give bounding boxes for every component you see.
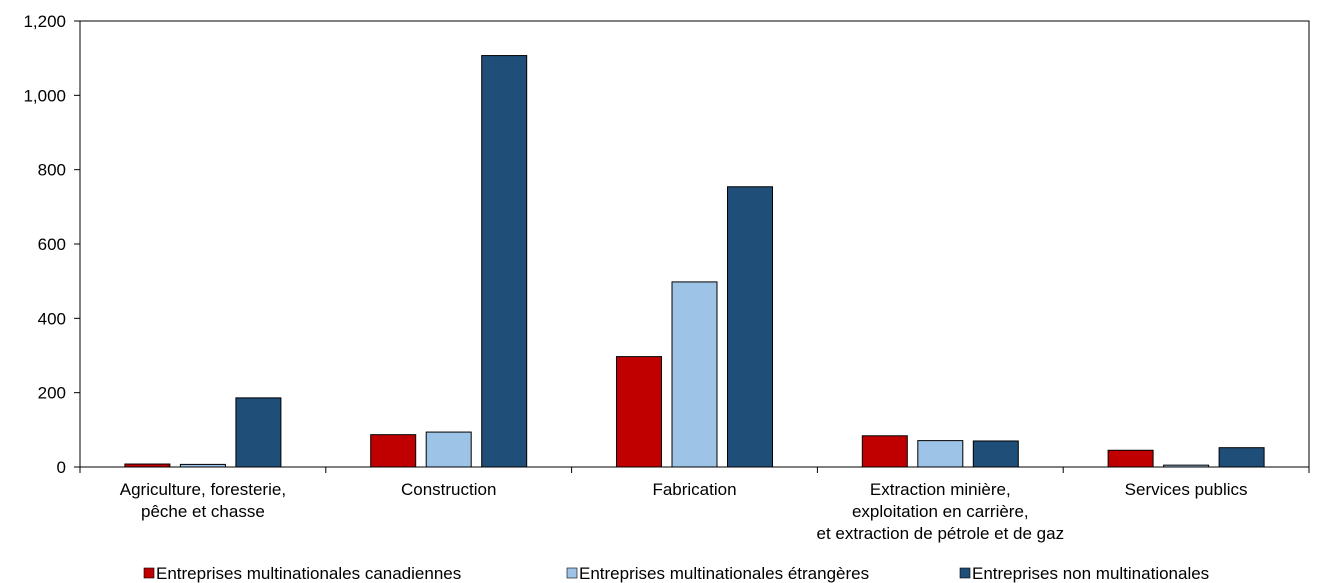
y-tick-label: 800 (38, 161, 66, 180)
legend-label: Entreprises multinationales étrangères (579, 564, 869, 583)
bar (124, 463, 171, 468)
bar (235, 397, 282, 468)
bar (671, 281, 718, 468)
bars (124, 55, 1265, 468)
x-tick-label: Construction (401, 480, 496, 499)
x-tick-label: Agriculture, foresterie, (120, 480, 286, 499)
x-tick-label: Fabrication (652, 480, 736, 499)
bar (917, 440, 964, 468)
bar (1163, 464, 1210, 468)
bar (1218, 447, 1265, 468)
y-tick-label: 1,200 (23, 12, 66, 31)
bar (972, 440, 1019, 468)
y-tick-label: 400 (38, 309, 66, 328)
bar (616, 356, 662, 468)
y-tick-label: 200 (38, 384, 66, 403)
legend: Entreprises multinationales canadiennes E… (143, 564, 1209, 583)
legend-label: Entreprises non multinationales (972, 564, 1209, 583)
axes: 0 200 400 600 800 1,000 1,200 (23, 12, 1310, 477)
bar (179, 463, 226, 468)
y-tick-label: 0 (57, 458, 66, 477)
x-tick-label: et extraction de pétrole et de gaz (816, 524, 1064, 543)
x-tick-label: exploitation en carrière, (852, 502, 1029, 521)
x-tick-label: Services publics (1125, 480, 1248, 499)
x-tick-label: pêche et chasse (141, 502, 265, 521)
bar (481, 55, 528, 468)
legend-label: Entreprises multinationales canadiennes (156, 564, 461, 583)
bar (425, 431, 472, 468)
y-tick-label: 600 (38, 235, 66, 254)
bar (727, 186, 773, 468)
y-tick-label: 1,000 (23, 86, 66, 105)
bar (370, 434, 417, 468)
bar (861, 435, 908, 468)
legend-swatch (566, 567, 578, 579)
legend-swatch (959, 567, 971, 579)
x-tick-label: Extraction minière, (870, 480, 1011, 499)
category-labels: Agriculture, foresterie, pêche et chasse C… (120, 480, 1248, 543)
legend-swatch (143, 567, 155, 579)
bar (1107, 449, 1154, 468)
